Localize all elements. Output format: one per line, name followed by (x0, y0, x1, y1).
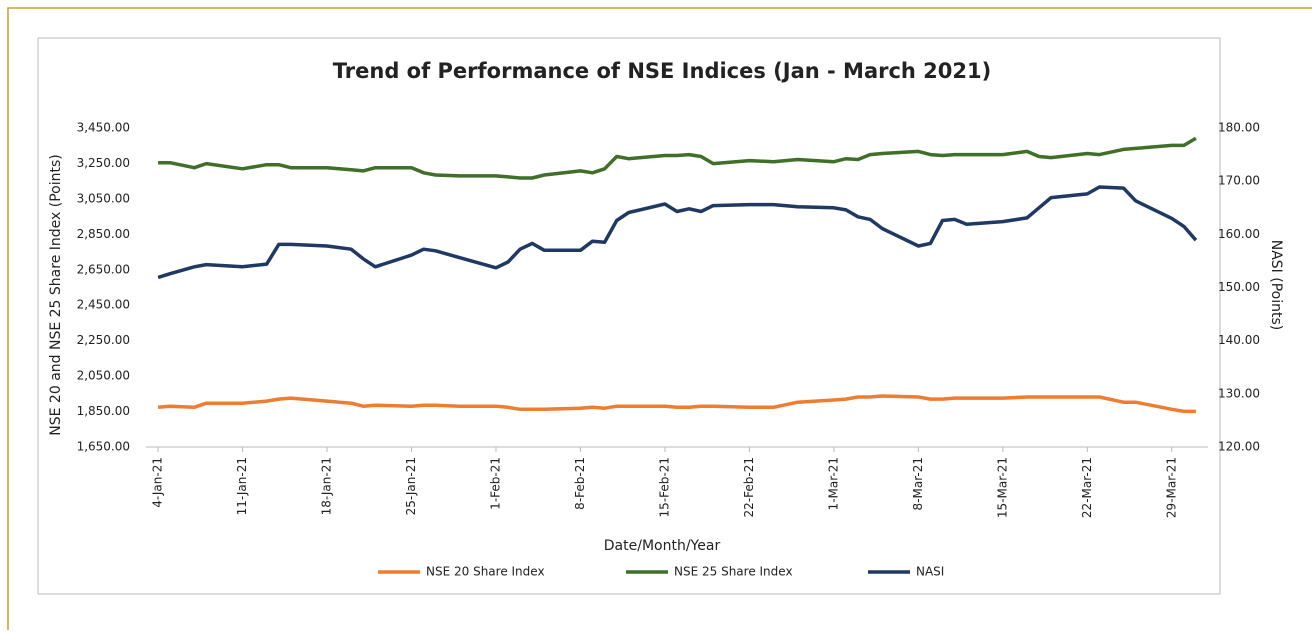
y-tick-label: 1,650.00 (77, 440, 130, 454)
y-axis-title: NSE 20 and NSE 25 Share Index (Points) (48, 154, 64, 435)
outer-frame (7, 7, 1312, 634)
x-tick-label: 1-Mar-21 (826, 457, 840, 510)
chart-title: Trend of Performance of NSE Indices (Jan… (333, 59, 991, 83)
y2-tick-label: 150.00 (1218, 280, 1260, 294)
x-tick-label: 8-Feb-21 (573, 457, 587, 510)
y2-tick-label: 130.00 (1218, 386, 1260, 400)
y-tick-label: 2,850.00 (77, 227, 130, 241)
y2-tick-label: 170.00 (1218, 174, 1260, 188)
x-tick-label: 8-Mar-21 (911, 457, 925, 510)
y-tick-label: 2,050.00 (77, 369, 130, 383)
x-tick-label: 22-Mar-21 (1080, 457, 1094, 518)
x-tick-label: 22-Feb-21 (742, 457, 756, 517)
legend-label: NASI (916, 565, 944, 579)
y-tick-label: 1,850.00 (77, 404, 130, 418)
series-line (158, 136, 1197, 180)
y-tick-label: 3,250.00 (77, 156, 130, 170)
legend-label: NSE 20 Share Index (426, 565, 545, 579)
series-line (157, 185, 1198, 280)
y2-tick-label: 160.00 (1218, 227, 1260, 241)
y2-axis-title: NASI (Points) (1268, 240, 1284, 331)
y2-tick-label: 120.00 (1218, 440, 1260, 454)
chart-frame (37, 37, 1221, 595)
y2-tick-label: 140.00 (1218, 333, 1260, 347)
x-tick-label: 29-Mar-21 (1164, 457, 1178, 518)
x-tick-label: 4-Jan-21 (151, 457, 165, 508)
x-axis-title: Date/Month/Year (604, 538, 721, 554)
y-tick-label: 2,450.00 (77, 298, 130, 312)
x-tick-label: 25-Jan-21 (404, 457, 418, 515)
y-tick-label: 3,050.00 (77, 191, 130, 205)
y2-tick-label: 180.00 (1218, 121, 1260, 135)
y-tick-label: 2,650.00 (77, 262, 130, 276)
x-tick-label: 1-Feb-21 (488, 457, 502, 510)
y-tick-label: 2,250.00 (77, 333, 130, 347)
x-tick-label: 15-Feb-21 (657, 457, 671, 517)
legend-label: NSE 25 Share Index (674, 565, 793, 579)
x-tick-label: 15-Mar-21 (995, 457, 1009, 518)
x-tick-label: 11-Jan-21 (235, 457, 249, 515)
series-line (157, 394, 1196, 414)
y-tick-label: 3,450.00 (77, 121, 130, 135)
x-tick-label: 18-Jan-21 (320, 457, 334, 515)
